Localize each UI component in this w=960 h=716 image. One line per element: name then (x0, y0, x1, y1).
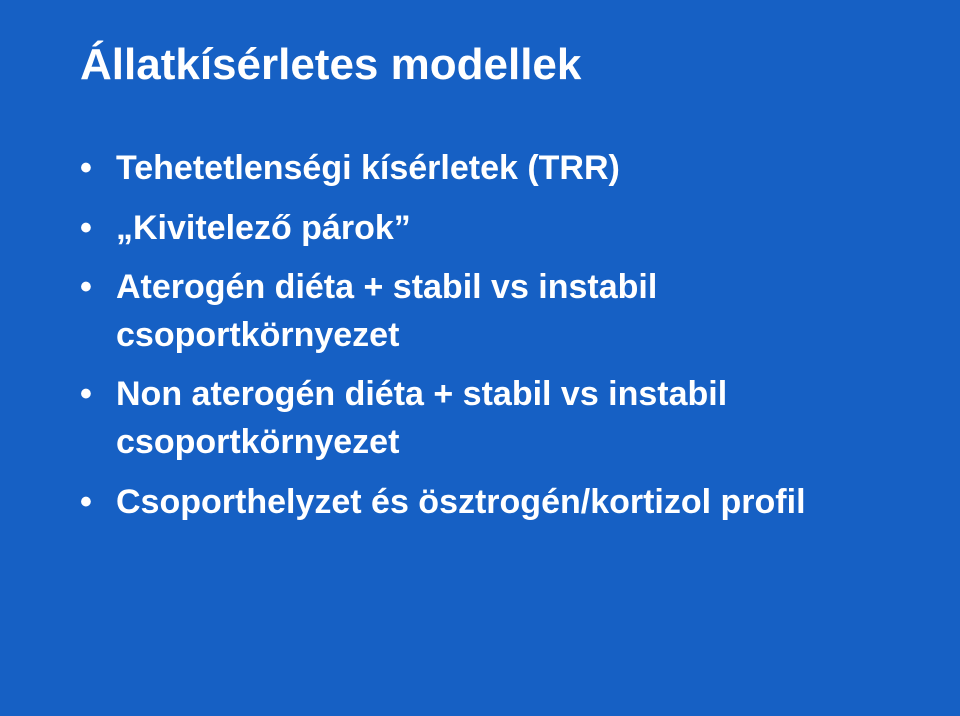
bullet-item: Csoporthelyzet és ösztrogén/kortizol pro… (80, 479, 900, 527)
bullet-item: „Kivitelező párok” (80, 205, 900, 253)
slide-title: Állatkísérletes modellek (80, 40, 900, 90)
bullet-item: Tehetetlenségi kísérletek (TRR) (80, 145, 900, 193)
bullet-item: Non aterogén diéta + stabil vs instabil … (80, 371, 900, 466)
bullet-list: Tehetetlenségi kísérletek (TRR) „Kivitel… (80, 145, 900, 526)
bullet-item: Aterogén diéta + stabil vs instabil csop… (80, 264, 900, 359)
slide: Állatkísérletes modellek Tehetetlenségi … (0, 0, 960, 716)
